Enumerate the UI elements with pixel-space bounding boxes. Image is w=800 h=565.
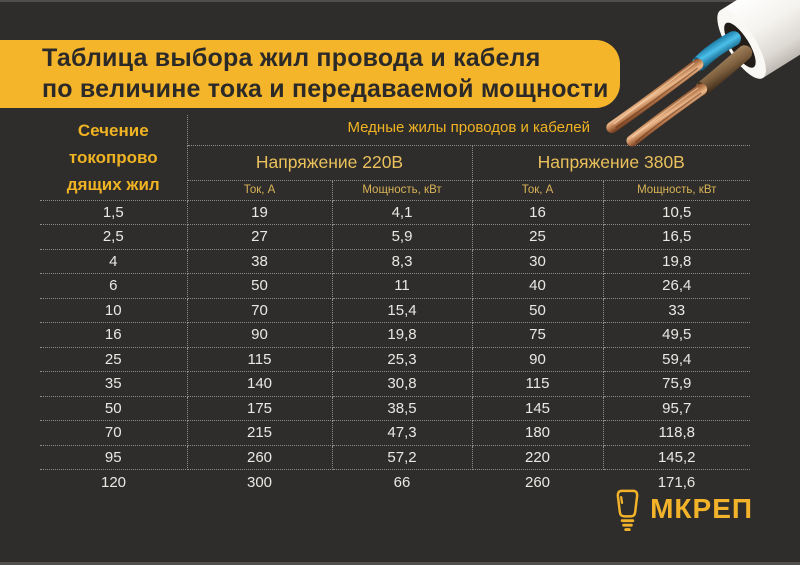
table-row: 95 260 57,2 220 145,2	[40, 445, 750, 470]
table-cell: 145	[472, 396, 604, 421]
table-cell: 49,5	[603, 322, 750, 348]
table-cell: 75	[472, 322, 604, 348]
table-row: 25 115 25,3 90 59,4	[40, 347, 750, 372]
group-header: Медные жилы проводов и кабелей	[187, 115, 750, 146]
table-cell: 47,3	[332, 420, 473, 446]
table-cell: 26,4	[603, 273, 750, 299]
table-cell: 15,4	[332, 298, 473, 323]
table-cell: 180	[472, 420, 604, 446]
table-row: 70 215 47,3 180 118,8	[40, 420, 750, 446]
table-cell: 145,2	[603, 445, 750, 470]
table-cell: 57,2	[332, 445, 473, 470]
table-cell: 40	[472, 273, 604, 299]
table-cell: 75,9	[603, 371, 750, 397]
table-row: 6 50 11 40 26,4	[40, 273, 750, 299]
table-cell: 30,8	[332, 371, 473, 397]
table-cell: 16	[40, 322, 188, 348]
brand-name: МКРЕП	[650, 493, 753, 524]
table-cell: 5,9	[332, 224, 473, 250]
table-cell: 59,4	[603, 347, 750, 372]
lightbulb-dowel-icon	[616, 489, 639, 532]
table-cell: 4,1	[332, 200, 473, 225]
table-cell: 90	[187, 322, 333, 348]
table-cell: 25	[472, 224, 604, 250]
table-cell: 215	[187, 420, 333, 446]
table-body: 1,5 19 4,1 16 10,5 2,5 27 5,9 25 16,5 4 38 8,3 30 19,8…	[40, 200, 750, 494]
page-title-line-1: Таблица выбора жил провода и кабеля	[42, 44, 541, 72]
table-cell: 140	[187, 371, 333, 397]
table-cell: 90	[472, 347, 604, 372]
table-cell: 70	[40, 420, 188, 446]
table-cell: 220	[472, 445, 604, 470]
table-row: 50 175 38,5 145 95,7	[40, 396, 750, 421]
table-cell: 27	[187, 224, 333, 250]
table-row: 4 38 8,3 30 19,8	[40, 249, 750, 274]
table-cell: 95	[40, 445, 188, 470]
page-title-line-2: по величине тока и передаваемой мощности	[42, 75, 609, 103]
table-cell: 30	[472, 249, 604, 274]
table-row: 120 300 66 260 171,6	[40, 470, 750, 495]
row-axis-header-line: токопрово	[68, 147, 158, 167]
voltage-220-header: Напряжение 220В	[187, 145, 473, 181]
column-header-power-220: Мощность, кВт	[332, 180, 473, 201]
table-cell: 1,5	[40, 200, 188, 225]
voltage-380-header: Напряжение 380В	[472, 145, 750, 181]
table-header: Сечение токопрово дящих жил Медные жилы …	[40, 115, 750, 201]
table-row: 1,5 19 4,1 16 10,5	[40, 200, 750, 225]
table-cell: 19,8	[603, 249, 750, 274]
table-cell: 38	[187, 249, 333, 274]
table-cell: 10	[40, 298, 188, 323]
title-banner: Таблица выбора жил провода и кабеля по в…	[0, 40, 620, 108]
table-cell: 19	[187, 200, 333, 225]
table-cell: 118,8	[603, 420, 750, 446]
table-cell: 8,3	[332, 249, 473, 274]
table-cell: 300	[246, 473, 273, 491]
wire-selection-table: Сечение токопрово дящих жил Медные жилы …	[40, 115, 750, 494]
table-cell: 50	[40, 396, 188, 421]
table-row: 16 90 19,8 75 49,5	[40, 322, 750, 348]
column-header-current-220: Ток, А	[187, 180, 333, 201]
row-axis-header-line: дящих жил	[66, 174, 160, 194]
table-row: 2,5 27 5,9 25 16,5	[40, 224, 750, 250]
table-cell: 120	[100, 473, 127, 491]
table-cell: 115	[472, 371, 604, 397]
blue-wire-insulation	[691, 31, 741, 71]
table-cell: 115	[187, 347, 333, 372]
table-cell: 50	[187, 273, 333, 299]
bottom-edge-strip	[0, 562, 800, 565]
brand-logo: МКРЕП	[614, 488, 753, 536]
table-cell: 35	[40, 371, 188, 397]
table-cell: 10,5	[603, 200, 750, 225]
table-cell: 171,6	[657, 473, 696, 491]
table-row: 10 70 15,4 50 33	[40, 298, 750, 323]
table-cell: 66	[393, 473, 411, 491]
table-cell: 19,8	[332, 322, 473, 348]
table-cell: 50	[472, 298, 604, 323]
brown-wire-insulation	[695, 45, 753, 96]
table-cell: 175	[187, 396, 333, 421]
table-row: 35 140 30,8 115 75,9	[40, 371, 750, 397]
table-cell: 95,7	[603, 396, 750, 421]
table-cell: 4	[40, 249, 188, 274]
row-axis-header-line: Сечение	[77, 120, 149, 140]
table-cell: 38,5	[332, 396, 473, 421]
top-edge-strip	[0, 0, 800, 2]
table-cell: 25	[40, 347, 188, 372]
table-cell: 33	[603, 298, 750, 323]
table-cell: 70	[187, 298, 333, 323]
column-header-current-380: Ток, А	[472, 180, 604, 201]
table-cell: 16	[472, 200, 604, 225]
column-header-power-380: Мощность, кВт	[603, 180, 750, 201]
cable-sheath	[720, 0, 800, 79]
table-cell: 6	[40, 273, 188, 299]
row-axis-header: Сечение токопрово дящих жил	[40, 115, 188, 201]
table-cell: 260	[187, 445, 333, 470]
table-cell: 16,5	[603, 224, 750, 250]
table-cell: 25,3	[332, 347, 473, 372]
table-cell: 260	[524, 473, 551, 491]
table-cell: 11	[332, 273, 473, 299]
table-cell: 2,5	[40, 224, 188, 250]
